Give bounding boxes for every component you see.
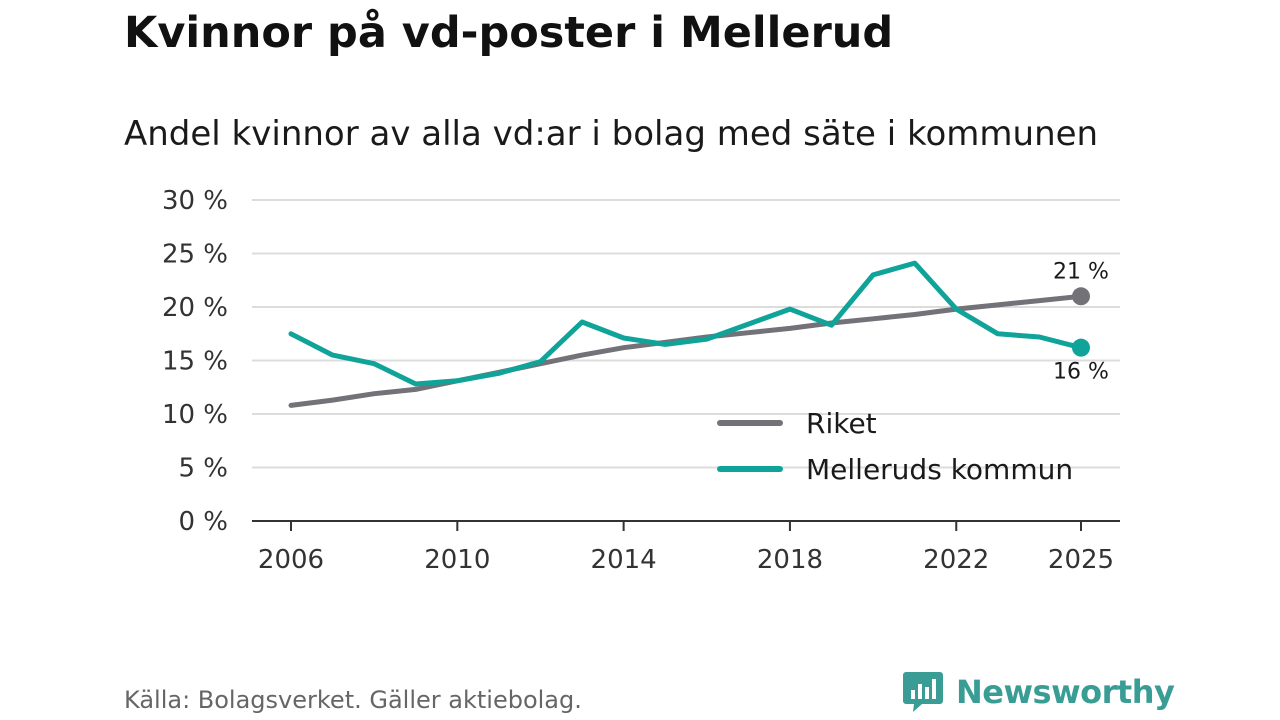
x-tick-label: 2010 xyxy=(424,545,490,575)
y-tick-label: 30 % xyxy=(162,186,228,216)
newsworthy-logo-icon xyxy=(903,672,943,712)
brand-logo: Newsworthy xyxy=(902,668,1175,716)
end-label-mellerud: 16 % xyxy=(1053,360,1109,385)
y-tick-label: 20 % xyxy=(162,293,228,323)
legend-label: Melleruds kommun xyxy=(806,453,1073,486)
chart-subtitle: Andel kvinnor av alla vd:ar i bolag med … xyxy=(124,114,1099,154)
y-tick-label: 15 % xyxy=(162,347,228,377)
gridlines xyxy=(252,199,1120,469)
end-label-riket: 21 % xyxy=(1053,259,1109,284)
end-point-marker xyxy=(1072,338,1090,357)
legend-label: Riket xyxy=(806,407,877,440)
source-note: Källa: Bolagsverket. Gäller aktiebolag. xyxy=(124,686,582,714)
x-tick-label: 2006 xyxy=(258,545,324,575)
y-tick-label: 10 % xyxy=(162,400,228,430)
legend: Riket Melleruds kommun xyxy=(717,407,1073,486)
y-tick-label: 0 % xyxy=(178,507,228,537)
y-tick-label: 5 % xyxy=(178,454,228,484)
brand-name: Newsworthy xyxy=(956,673,1175,711)
y-tick-label: 25 % xyxy=(162,240,228,270)
end-labels: 21 % 16 % xyxy=(1053,259,1109,384)
series xyxy=(288,260,1090,408)
x-tick-label: 2014 xyxy=(591,545,657,575)
x-tick-label: 2022 xyxy=(923,545,989,575)
axes: 0 % 5 % 10 % 15 % 20 % 25 % 30 % 2006 2010 2014 20… xyxy=(162,186,1120,575)
x-tick-label: 2025 xyxy=(1048,545,1114,575)
chart-title: Kvinnor på vd-poster i Mellerud xyxy=(124,8,894,58)
end-point-marker xyxy=(1072,287,1090,306)
x-tick-label: 2018 xyxy=(757,545,823,575)
series-line-mellerud xyxy=(288,260,1084,387)
